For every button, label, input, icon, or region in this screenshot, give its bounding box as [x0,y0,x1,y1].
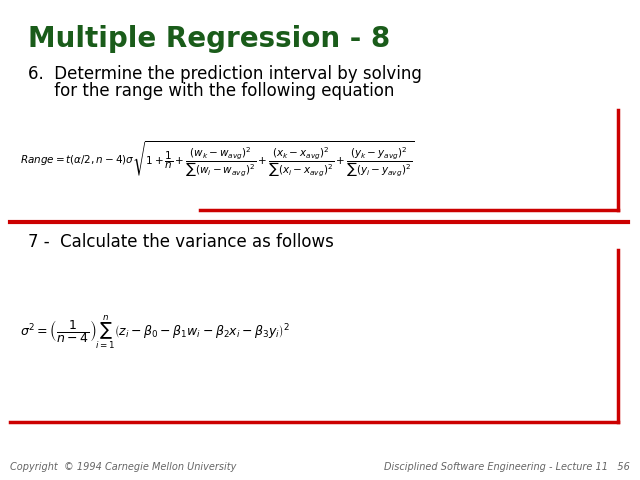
Text: Multiple Regression - 8: Multiple Regression - 8 [28,25,390,53]
Text: for the range with the following equation: for the range with the following equatio… [28,82,394,100]
Text: $\sigma^2 = \left(\dfrac{1}{n-4}\right)\sum_{i=1}^{n}\left(z_i - \beta_0 - \beta: $\sigma^2 = \left(\dfrac{1}{n-4}\right)\… [20,313,290,351]
Text: 6.  Determine the prediction interval by solving: 6. Determine the prediction interval by … [28,65,422,83]
Text: $Range = t(\alpha / 2, n-4)\sigma\sqrt{1+\dfrac{1}{n}+\dfrac{(w_k - w_{avg})^2}{: $Range = t(\alpha / 2, n-4)\sigma\sqrt{1… [20,140,415,180]
Text: Copyright  © 1994 Carnegie Mellon University: Copyright © 1994 Carnegie Mellon Univers… [10,462,236,472]
Text: Disciplined Software Engineering - Lecture 11   56: Disciplined Software Engineering - Lectu… [384,462,630,472]
Text: 7 -  Calculate the variance as follows: 7 - Calculate the variance as follows [28,233,334,251]
